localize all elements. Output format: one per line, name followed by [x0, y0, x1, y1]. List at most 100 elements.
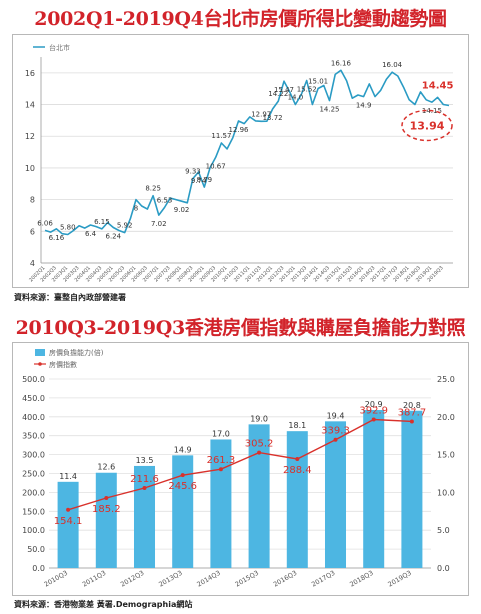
chart2-bar-label: 17.0 — [212, 429, 230, 438]
chart2-bar — [210, 439, 232, 568]
chart2-bar — [401, 410, 423, 568]
chart1-data-label: 9.74 — [191, 177, 207, 185]
chart2-left-tick-label: 100.0 — [22, 526, 45, 535]
chart1-ytick-label: 4 — [30, 259, 35, 268]
chart1-data-label: 8 — [134, 205, 138, 213]
chart2-xtick-label: 2012Q3 — [119, 569, 145, 589]
chart2-left-tick-label: 200.0 — [22, 488, 45, 497]
chart2-bar — [363, 409, 385, 568]
chart2-left-tick-label: 500.0 — [22, 375, 45, 384]
chart1-data-label: 15.01 — [308, 78, 328, 86]
chart2-bar — [57, 481, 79, 568]
chart1-data-label: 9.33 — [185, 168, 201, 176]
chart1-data-label: 7.02 — [151, 220, 167, 228]
chart2-line-marker — [180, 473, 185, 478]
chart1-highlight-label: 13.94 — [410, 119, 445, 132]
chart1-ytick-label: 12 — [25, 132, 35, 141]
chart1-legend-label: 台北市 — [49, 43, 70, 52]
chart2-left-tick-label: 250.0 — [22, 470, 45, 479]
chart2-line-marker — [409, 419, 414, 424]
chart1-data-label: 6.53 — [157, 197, 173, 205]
chart2-xtick-label: 2013Q3 — [157, 569, 183, 589]
chart1-data-label: 11.57 — [211, 132, 231, 140]
chart1-data-label: 5.92 — [117, 222, 133, 230]
chart2-bar-label: 19.0 — [250, 414, 268, 423]
chart2-line-marker — [371, 417, 376, 422]
chart2-bar-label: 20.9 — [365, 400, 383, 409]
chart1-data-label: 15.47 — [274, 86, 294, 94]
chart1-ytick-label: 10 — [25, 164, 35, 173]
chart1-data-label: 6.4 — [85, 230, 97, 238]
chart2-xtick-label: 2015Q3 — [234, 569, 260, 589]
chart1-ytick-label: 16 — [25, 69, 35, 78]
chart2-left-tick-label: 150.0 — [22, 507, 45, 516]
chart2-legend-bar-swatch — [35, 349, 45, 356]
chart1-data-label: 12.96 — [228, 126, 249, 134]
chart1-data-label: 13.72 — [263, 114, 283, 122]
chart2-left-tick-label: 400.0 — [22, 413, 45, 422]
chart2-frame: 房價負擔能力(倍) 房價指數 0.0 50.0 100.0 150.0 200.0 250.0… — [12, 342, 469, 596]
chart1-data-label: 8.79 — [197, 176, 213, 184]
chart2-xtick-label: 2019Q3 — [387, 569, 413, 589]
chart1-data-label: 14.0 — [288, 94, 304, 102]
chart1-source: 資料來源：臺整自內政部營建署 — [14, 293, 126, 302]
chart1-data-label: 6.06 — [37, 219, 53, 227]
chart2-svg: 房價負擔能力(倍) 房價指數 0.0 50.0 100.0 150.0 200.0 250.0… — [22, 348, 455, 589]
chart2-line-label: 339.3 — [321, 426, 350, 437]
chart1-ytick-label: 6 — [30, 227, 35, 236]
chart2-line-marker — [295, 456, 300, 461]
chart2-xtick-label: 2017Q3 — [310, 569, 336, 589]
chart2-title: 2010Q3-2019Q3香港房價指數與購屋負擔能力對照 — [15, 317, 466, 339]
chart2-line-marker — [142, 486, 147, 491]
chart2-right-tick-label: 5.0 — [437, 526, 450, 535]
chart2-line-label: 154.1 — [54, 516, 83, 527]
chart1-data-label: 14.9 — [356, 102, 372, 110]
chart2-bar — [95, 472, 117, 568]
chart1-data-label: 14.25 — [319, 106, 339, 114]
chart2-line-label: 305.2 — [245, 439, 274, 450]
chart1-title: 2002Q1-2019Q4台北市房價所得比變動趨勢圖 — [34, 8, 447, 30]
chart2-legend-line-label: 房價指數 — [49, 360, 77, 369]
chart2-line-marker — [66, 507, 71, 512]
chart2-line-marker — [333, 437, 338, 442]
chart2-line-marker — [104, 495, 109, 500]
chart2-line-label: 288.4 — [283, 465, 312, 476]
chart2-left-tick-label: 450.0 — [22, 394, 45, 403]
chart2-line-label: 392.9 — [359, 405, 388, 416]
chart2-line-label: 245.6 — [168, 481, 197, 492]
chart1-series-line — [44, 69, 450, 236]
chart2-right-tick-label: 25.0 — [437, 375, 455, 384]
chart2-line — [67, 418, 412, 511]
chart1-data-label-highlight: 14.45 — [422, 80, 454, 91]
chart1-data-label: 9.02 — [174, 206, 190, 214]
chart2-legend-bar-label: 房價負擔能力(倍) — [49, 348, 104, 357]
chart1-data-label: 15.52 — [297, 85, 317, 93]
chart1-highlight-ellipse — [401, 109, 453, 142]
chart2-left-tick-label: 350.0 — [22, 432, 45, 441]
chart1-data-label: 6.16 — [49, 234, 65, 242]
chart2-right-tick-label: 10.0 — [437, 488, 455, 497]
chart2-line-marker — [257, 450, 262, 455]
chart2-xtick-label: 2011Q3 — [81, 569, 107, 589]
chart1-data-label: 16.04 — [382, 61, 403, 69]
chart1-ytick-label: 8 — [30, 196, 35, 205]
chart2-bar — [248, 424, 270, 568]
chart2-left-tick-label: 300.0 — [22, 451, 45, 460]
chart2-line-label: 261.3 — [207, 455, 236, 466]
chart2-line-label: 185.2 — [92, 504, 121, 515]
chart2-bar — [133, 465, 156, 568]
chart2-line-marker — [218, 467, 223, 472]
chart2-left-tick-label: 50.0 — [27, 545, 45, 554]
chart1-data-label: 12.97 — [251, 110, 271, 118]
chart1-data-label: 5.80 — [60, 223, 76, 231]
chart2-xtick-label: 2016Q3 — [272, 569, 298, 589]
chart2-bar-label: 18.1 — [288, 421, 306, 430]
chart1-svg: 台北市468101214162002Q12002Q32003Q12003Q320… — [25, 43, 454, 283]
chart2-xtick-label: 2010Q3 — [43, 569, 69, 589]
chart1-data-label: 10.67 — [206, 162, 226, 170]
chart1-data-label: 16.16 — [331, 59, 352, 67]
chart2-bar-label: 14.9 — [174, 445, 192, 454]
chart2-right-tick-label: 0.0 — [437, 564, 450, 573]
chart2-bar — [324, 421, 347, 568]
chart2-bar-label: 12.6 — [97, 463, 115, 472]
